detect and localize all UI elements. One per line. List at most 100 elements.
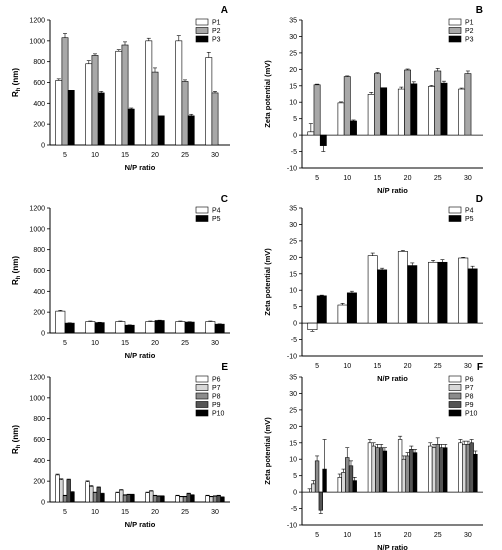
panel-c-y-tick-label: 1000 xyxy=(29,226,45,233)
panel-a-bar-p2 xyxy=(151,71,159,146)
panel-f-y-axis-label: Zeta potential (mV) xyxy=(263,417,272,485)
panel-e-bar-p10 xyxy=(70,491,75,503)
panel-f-y-tick-label: -5 xyxy=(291,506,297,513)
panel-f-bar-p7 xyxy=(462,444,467,493)
panel-b-y-axis-label: Zeta potential (mV) xyxy=(263,60,272,128)
panel-a-x-tick-label: 15 xyxy=(121,152,129,159)
panel-d-y-tick-label: 30 xyxy=(289,222,297,229)
panel-e-y-tick-label: 1200 xyxy=(29,375,45,382)
panel-c-bar-p4 xyxy=(145,321,156,334)
panel-f-legend-label: P9 xyxy=(465,402,474,409)
panel-e-bar-p9 xyxy=(96,487,101,503)
panel-c-bar-p4 xyxy=(205,321,216,334)
panel-b-legend-label: P3 xyxy=(465,37,474,44)
panel-d-legend-swatch-p4 xyxy=(448,206,462,214)
panel-a-y-tick-label: 1200 xyxy=(29,18,45,25)
panel-c-y-axis-label: Rh (nm) xyxy=(11,256,22,285)
panel-f-bar-p10 xyxy=(473,453,478,493)
panel-e-bar-p9 xyxy=(126,494,131,503)
panel-f-bar-p7 xyxy=(341,472,346,493)
panel-b-bar-p3 xyxy=(410,83,418,136)
panel-c-y-tick-label: 400 xyxy=(33,289,45,296)
panel-b-legend-swatch-p1 xyxy=(448,18,462,26)
panel-b-y-tick-label: 10 xyxy=(289,100,297,107)
panel-e-x-tick-label: 20 xyxy=(151,509,159,516)
panel-b-bar-p2 xyxy=(434,70,442,136)
panel-f-bar-p6 xyxy=(428,445,433,493)
panel-d-y-tick-label: 20 xyxy=(289,255,297,262)
panel-a-bar-p1 xyxy=(55,80,63,146)
panel-b-bar-p1 xyxy=(337,102,345,136)
panel-d-y-tick-label: -5 xyxy=(291,337,297,344)
panel-a-bar-p1 xyxy=(205,57,213,146)
panel-c-bar-p5 xyxy=(184,321,195,334)
panel-e-bar-p7 xyxy=(89,486,94,503)
panel-b-y-tick-label: 0 xyxy=(293,133,297,140)
panel-a-bar-p1 xyxy=(115,50,123,146)
panel-c-y-tick-label: 800 xyxy=(33,247,45,254)
panel-a-x-tick-label: 25 xyxy=(181,152,189,159)
panel-b-bar-p2 xyxy=(343,76,351,136)
panel-d-y-tick-label: 35 xyxy=(289,206,297,213)
panel-e-bar-p6 xyxy=(85,481,90,503)
panel-f-bar-p8 xyxy=(405,455,410,493)
panel-f-bar-p8 xyxy=(435,444,440,493)
panel-f-bar-p10 xyxy=(382,450,388,493)
panel-e-legend-swatch-p10 xyxy=(195,409,209,417)
panel-f-x-tick-label: 5 xyxy=(315,532,319,539)
panel-f-bar-p8 xyxy=(465,444,471,493)
panel-f-bar-p8 xyxy=(345,457,350,493)
panel-b-y-tick-label: 5 xyxy=(293,116,297,123)
panel-a-bar-p2 xyxy=(91,55,99,146)
panel-f-label: F xyxy=(477,362,483,373)
panel-c-y-tick-label: 600 xyxy=(33,268,45,275)
panel-e-bar-p6 xyxy=(175,495,180,503)
panel-e-x-tick-label: 25 xyxy=(181,509,189,516)
panel-a-bar-p3 xyxy=(67,90,75,146)
panel-f-y-tick-label: 10 xyxy=(289,457,297,464)
panel-a-x-tick-label: 20 xyxy=(151,152,159,159)
panel-e-bar-p9 xyxy=(216,495,221,503)
panel-a-bar-p1 xyxy=(175,40,183,146)
panel-f-bar-p9 xyxy=(318,491,323,511)
panel-b-legend-swatch-p2 xyxy=(448,27,462,34)
panel-f-y-tick-label: 15 xyxy=(289,440,297,447)
panel-f-bar-p7 xyxy=(431,447,437,493)
panel-d-bar-p5 xyxy=(346,292,357,324)
panel-f-bar-p6 xyxy=(458,442,463,493)
panel-b-y-tick-label: 15 xyxy=(289,83,297,90)
panel-f-bar-p10 xyxy=(443,447,448,493)
panel-a-bar-p2 xyxy=(211,92,219,146)
panel-d-label: D xyxy=(476,194,483,205)
panel-f-y-tick-label: -10 xyxy=(287,523,297,530)
panel-a-bar-p1 xyxy=(145,40,153,146)
panel-e-x-axis-label: N/P ratio xyxy=(125,520,156,529)
panel-d-y-tick-label: 15 xyxy=(289,271,297,278)
panel-f-x-tick-label: 10 xyxy=(343,532,351,539)
panel-c-bar-p5 xyxy=(154,320,165,334)
panel-a-bar-p2 xyxy=(61,37,69,146)
panel-c-legend-swatch-p5 xyxy=(195,215,209,222)
panel-f-legend-label: P8 xyxy=(465,394,474,401)
panel-f-bar-p6 xyxy=(337,477,342,493)
panel-e-x-tick-label: 30 xyxy=(211,509,219,516)
panel-a-bar-p2 xyxy=(181,81,189,146)
panel-a-y-tick-label: 800 xyxy=(33,59,45,66)
panel-b-bar-p1 xyxy=(458,88,466,136)
panel-e-x-tick-label: 5 xyxy=(63,509,67,516)
panel-c-bar-p4 xyxy=(55,310,66,334)
panel-e-bar-p8 xyxy=(62,495,68,503)
panel-f-bar-p9 xyxy=(409,449,414,493)
panel-c-x-tick-label: 20 xyxy=(151,340,159,347)
panel-f-bar-p8 xyxy=(314,460,320,493)
panel-c-y-tick-label: 0 xyxy=(41,331,45,338)
panel-b-x-axis-label: N/P ratio xyxy=(377,186,408,195)
panel-f-legend-label: P7 xyxy=(465,385,474,392)
panel-a-y-tick-label: 600 xyxy=(33,80,45,87)
panel-c-y-tick-label: 200 xyxy=(33,310,45,317)
panel-c-legend-swatch-p4 xyxy=(195,206,209,214)
panel-b-x-tick-label: 25 xyxy=(434,175,442,182)
panel-d-y-tick-label: 5 xyxy=(293,304,297,311)
panel-b-bar-p2 xyxy=(404,69,412,136)
panel-c-bar-p4 xyxy=(85,321,96,334)
